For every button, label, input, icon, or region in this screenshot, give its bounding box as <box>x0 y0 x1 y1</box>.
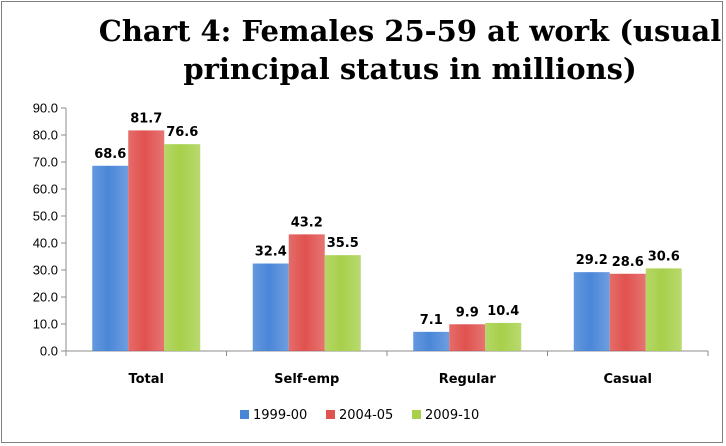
y-tick-label: 50.0 <box>33 209 58 224</box>
data-label: 10.4 <box>487 304 519 319</box>
data-label: 81.7 <box>130 111 162 126</box>
bar-1999-00-Self-emp <box>252 263 289 351</box>
y-tick-label: 20.0 <box>33 290 58 305</box>
bar-2009-10-Casual <box>645 268 682 351</box>
bar-1999-00-Casual <box>573 272 610 351</box>
data-label: 43.2 <box>291 215 323 230</box>
x-category-label: Regular <box>439 372 497 387</box>
y-tick-label: 10.0 <box>33 317 58 332</box>
legend-swatch-2009-10 <box>412 410 421 419</box>
data-label: 35.5 <box>327 236 359 251</box>
legend-label: 2009-10 <box>425 408 479 423</box>
data-label: 30.6 <box>648 249 680 264</box>
chart-title-line-1: Chart 4: Females 25-59 at work (usual <box>98 14 722 48</box>
y-tick-label: 0.0 <box>40 344 58 359</box>
bar-2009-10-Self-emp <box>324 255 361 351</box>
chart-title: Chart 4: Females 25-59 at work (usual pr… <box>60 12 726 88</box>
bar-2004-05-Regular <box>449 324 486 351</box>
data-label: 29.2 <box>576 253 608 268</box>
bar-2009-10-Regular <box>485 322 522 351</box>
data-label: 28.6 <box>612 255 644 270</box>
data-label: 32.4 <box>255 245 287 260</box>
data-label: 7.1 <box>420 313 443 328</box>
bar-1999-00-Regular <box>413 331 450 351</box>
chart-title-line-2: principal status in millions) <box>183 52 637 86</box>
bar-2004-05-Casual <box>609 273 646 351</box>
legend-swatch-2004-05 <box>326 410 335 419</box>
x-category-label: Casual <box>603 372 652 387</box>
legend-label: 2004-05 <box>339 408 393 423</box>
x-category-label: Self-emp <box>274 372 339 387</box>
data-label: 68.6 <box>94 147 126 162</box>
data-label: 76.6 <box>166 125 198 140</box>
y-tick-label: 30.0 <box>33 263 58 278</box>
y-tick-label: 80.0 <box>33 128 58 143</box>
bar-2009-10-Total <box>164 144 201 351</box>
legend-swatch-1999-00 <box>240 410 249 419</box>
bar-2004-05-Self-emp <box>288 234 325 351</box>
y-tick-label: 40.0 <box>33 236 58 251</box>
bar-2004-05-Total <box>128 130 165 351</box>
y-tick-label: 60.0 <box>33 182 58 197</box>
y-tick-label: 90.0 <box>33 101 58 116</box>
bar-1999-00-Total <box>92 165 129 351</box>
legend-label: 1999-00 <box>253 408 307 423</box>
y-tick-label: 70.0 <box>33 155 58 170</box>
x-category-label: Total <box>128 372 164 387</box>
data-label: 9.9 <box>456 305 479 320</box>
